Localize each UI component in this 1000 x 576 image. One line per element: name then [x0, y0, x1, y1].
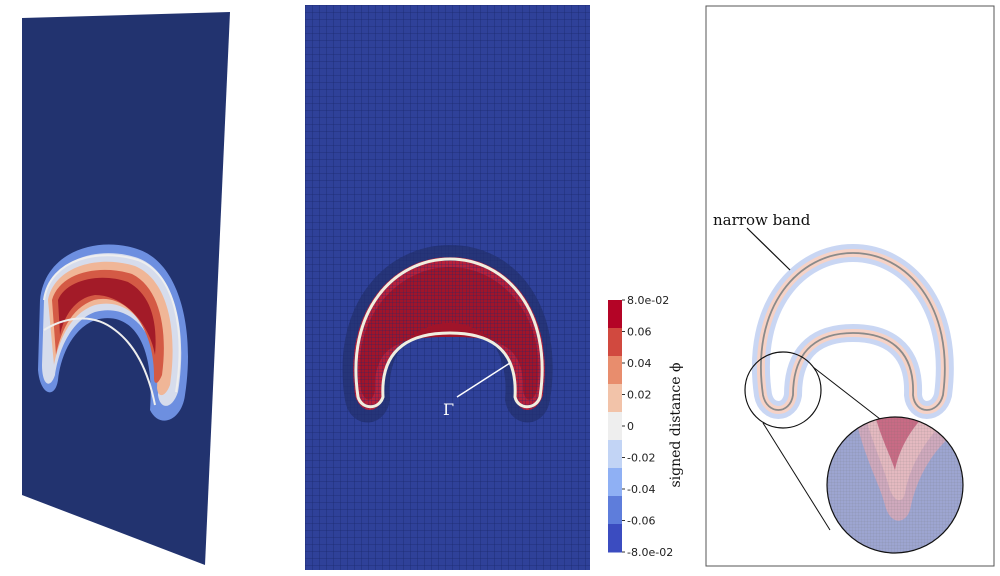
3d-surface-svg — [22, 12, 230, 565]
colorbar-tick-label: 0.02 — [627, 389, 652, 402]
colorbar-tick-label: -0.04 — [627, 483, 655, 496]
3d-surface-view — [0, 0, 245, 572]
zoom-connector-top — [812, 366, 881, 420]
mesh-grid-view: Γ — [305, 5, 590, 570]
colorbar-svg: 8.0e-02 0.06 0.04 0.02 0 -0.02 -0.04 -0.06 -8.0e… — [608, 294, 684, 559]
colorbar-tick-label: 0.06 — [627, 326, 652, 339]
colorbar-tick-label: -0.02 — [627, 452, 655, 465]
mesh-grid-svg: Γ — [305, 5, 590, 570]
colorbar-swatch — [608, 440, 622, 469]
colorbar-swatch — [608, 412, 622, 441]
zoom-connector-bottom — [762, 422, 831, 531]
interface-gamma-curve — [354, 257, 544, 409]
colorbar: 8.0e-02 0.06 0.04 0.02 0 -0.02 -0.04 -0.06 -8.0e… — [600, 290, 690, 560]
colorbar-tick-label: -0.06 — [627, 515, 655, 528]
narrow-band-label: narrow band — [713, 211, 811, 229]
colorbar-tick-label: -8.0e-02 — [627, 546, 673, 559]
zero-level-set-inner-curve — [43, 317, 156, 406]
colorbar-tick-label: 8.0e-02 — [627, 294, 669, 307]
narrow-band-view: narrow band — [705, 5, 995, 567]
narrow-band-leader-line — [746, 227, 791, 271]
colorbar-tick-labels: 8.0e-02 0.06 0.04 0.02 0 -0.02 -0.04 -0.06 -8.0e… — [622, 294, 673, 559]
colorbar-swatch — [608, 384, 622, 413]
colorbar-title: signed distance ϕ — [668, 362, 684, 487]
zoom-inset-circle — [826, 416, 964, 554]
colorbar-tick-label: 0.04 — [627, 357, 652, 370]
colorbar-swatch — [608, 356, 622, 385]
colorbar-swatch — [608, 328, 622, 357]
zoom-source-circle — [744, 351, 822, 429]
narrow-band-svg: narrow band — [705, 5, 995, 567]
gamma-label: Γ — [443, 400, 454, 419]
zero-level-set — [760, 252, 946, 411]
colorbar-swatches — [608, 300, 622, 553]
colorbar-swatch — [608, 524, 622, 553]
colorbar-tick-label: 0 — [627, 420, 634, 433]
colorbar-swatch — [608, 300, 622, 329]
zoom-inset — [827, 417, 963, 553]
gamma-leader-line — [456, 362, 511, 398]
signed-distance-bump — [38, 244, 188, 421]
zero-level-set-curve — [43, 254, 181, 393]
colorbar-swatch — [608, 496, 622, 525]
colorbar-swatch — [608, 468, 622, 497]
narrow-band-region — [752, 243, 954, 419]
